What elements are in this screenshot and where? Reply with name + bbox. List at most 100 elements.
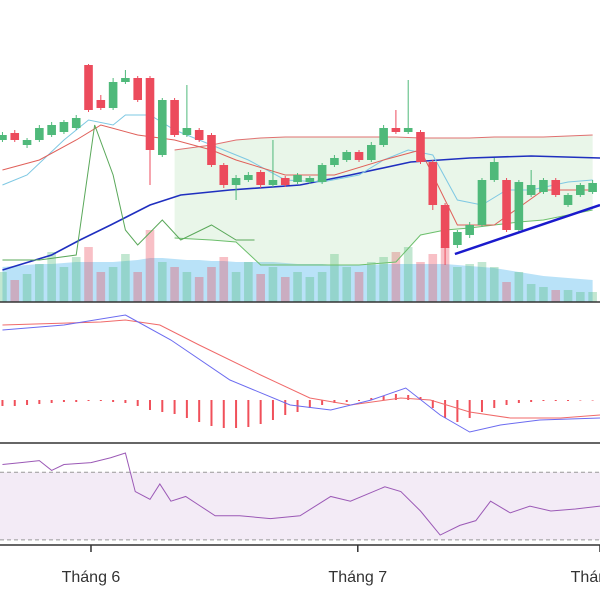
macd-histogram-bar — [542, 400, 545, 401]
candle-body — [280, 178, 290, 185]
candle-body — [416, 132, 425, 162]
x-tick-label: Tháng 7 — [328, 569, 387, 586]
macd-line — [2, 314, 600, 433]
macd-histogram-bar — [444, 400, 447, 418]
macd-histogram-bar — [321, 400, 324, 405]
candle-body — [96, 100, 106, 108]
candle-body — [477, 180, 487, 225]
candle-body — [563, 195, 573, 205]
cloud-fill — [174, 135, 593, 265]
candle-body — [588, 183, 597, 192]
macd-histogram-bar — [530, 400, 533, 402]
volume-bar — [231, 272, 241, 302]
macd-histogram-bar — [333, 400, 336, 403]
candle-body — [84, 65, 93, 110]
volume-bar — [268, 267, 278, 302]
candle-body — [145, 78, 155, 150]
volume-bar — [244, 262, 253, 302]
volume-bar — [96, 272, 106, 302]
volume-bar — [403, 247, 413, 302]
volume-bar — [563, 290, 573, 302]
volume-bar — [391, 252, 401, 302]
x-tick-label: Tháng 6 — [62, 569, 121, 586]
candle-body — [293, 175, 302, 182]
macd-histogram-bar — [87, 400, 90, 401]
macd-histogram-bar — [284, 400, 287, 415]
volume-bar — [293, 272, 302, 302]
volume-bar — [440, 247, 450, 302]
macd-histogram-bar — [99, 400, 102, 401]
macd-histogram-bar — [480, 400, 483, 412]
candle-body — [453, 232, 462, 245]
macd-histogram-bar — [124, 400, 127, 403]
volume-bar — [59, 267, 69, 302]
volume-bar — [539, 287, 548, 302]
macd-histogram-bar — [517, 400, 520, 403]
candle-body — [182, 128, 192, 135]
candle-body — [71, 118, 81, 128]
volume-bar — [551, 290, 561, 302]
macd-histogram-bar — [222, 400, 225, 428]
x-tick-label: Tháng 8 — [571, 569, 600, 586]
candle-body — [403, 128, 413, 132]
volume-bar — [477, 262, 487, 302]
volume-bar — [330, 254, 339, 302]
volume-bar — [47, 252, 56, 302]
candle-body — [0, 135, 7, 140]
candle-body — [157, 100, 167, 155]
volume-bar — [170, 267, 179, 302]
indicator-line — [2, 124, 255, 261]
volume-bar — [576, 292, 585, 302]
macd-histogram-bar — [210, 400, 213, 426]
macd-histogram-bar — [271, 400, 274, 420]
volume-bar — [22, 274, 32, 302]
volume-bar — [588, 292, 597, 302]
volume-bar — [145, 230, 155, 302]
candle-body — [502, 180, 511, 230]
macd-histogram-bar — [456, 400, 459, 422]
candle-body — [207, 135, 216, 165]
macd-histogram-bar — [345, 400, 348, 402]
volume-bar — [157, 262, 167, 302]
candle-body — [489, 162, 499, 180]
candle-body — [539, 180, 548, 192]
candle-body — [354, 152, 364, 160]
volume-bar — [379, 257, 388, 302]
volume-bar — [489, 267, 499, 302]
macd-histogram-bar — [185, 400, 188, 418]
macd-histogram-bar — [247, 400, 250, 427]
candle-body — [133, 78, 143, 100]
volume-bar — [280, 277, 290, 302]
rsi-line — [2, 452, 600, 536]
macd-histogram-bar — [505, 400, 508, 405]
volume-bar — [10, 280, 20, 302]
macd-histogram-bar — [149, 400, 151, 410]
volume-bar — [71, 257, 81, 302]
macd-histogram-bar — [370, 398, 373, 400]
macd-histogram-bar — [173, 400, 176, 414]
macd-histogram-bar — [161, 400, 164, 412]
macd-histogram-bar — [26, 400, 29, 405]
volume-bar — [342, 267, 352, 302]
volume-bar — [207, 267, 216, 302]
volume-bar — [416, 262, 425, 302]
macd-histogram-bar — [50, 400, 53, 403]
candle-body — [59, 122, 69, 132]
candle-body — [268, 180, 278, 185]
candle-body — [47, 125, 56, 135]
volume-bar — [256, 274, 265, 302]
macd-histogram-bar — [136, 400, 139, 406]
macd-histogram-bar — [112, 400, 115, 402]
candle-body — [170, 100, 179, 135]
macd-histogram-bar — [431, 400, 434, 408]
macd-histogram-bar — [38, 400, 41, 404]
candle-body — [576, 185, 585, 195]
volume-bar — [194, 277, 204, 302]
macd-histogram-bar — [1, 400, 4, 406]
trend-line — [454, 203, 600, 256]
volume-bar — [465, 264, 474, 302]
candle-body — [231, 178, 241, 185]
volume-bar — [526, 284, 536, 302]
candle-body — [35, 128, 44, 140]
macd-histogram-bar — [419, 397, 422, 400]
